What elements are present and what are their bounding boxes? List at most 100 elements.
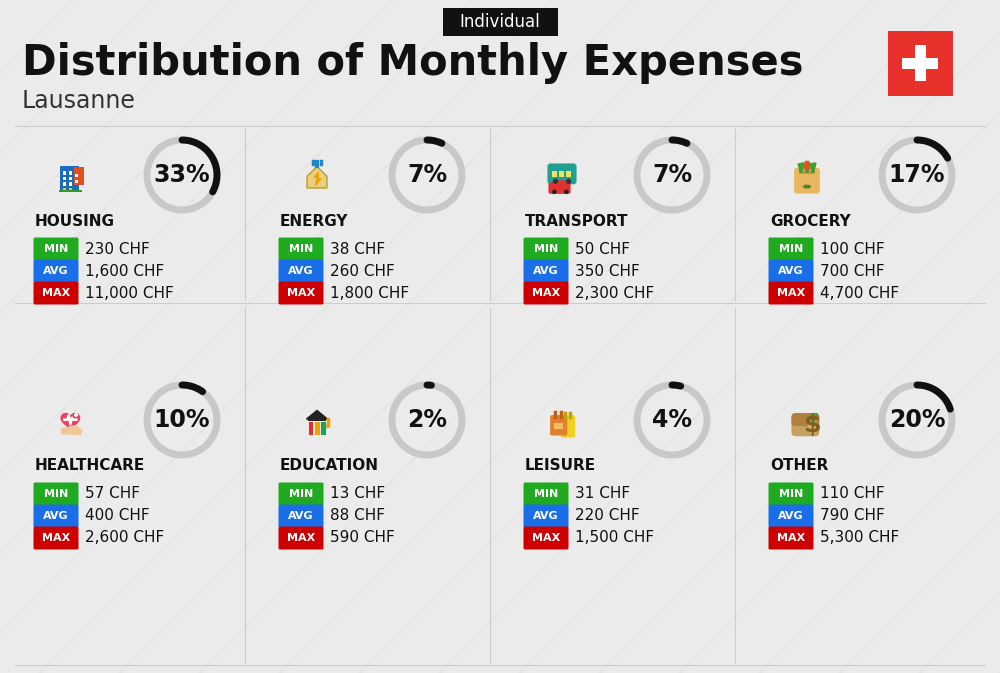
Text: 220 CHF: 220 CHF [575,509,640,524]
Text: 17%: 17% [889,163,945,187]
Text: 790 CHF: 790 CHF [820,509,885,524]
FancyBboxPatch shape [34,505,78,528]
Text: OTHER: OTHER [770,458,828,474]
FancyBboxPatch shape [442,8,558,36]
FancyBboxPatch shape [75,413,77,417]
FancyBboxPatch shape [59,190,82,192]
FancyBboxPatch shape [768,483,814,505]
FancyBboxPatch shape [550,415,567,435]
Circle shape [326,424,330,428]
Text: MIN: MIN [289,244,313,254]
Text: 11,000 CHF: 11,000 CHF [85,285,174,301]
FancyBboxPatch shape [791,413,819,426]
Text: AVG: AVG [288,266,314,276]
Polygon shape [314,172,321,185]
Circle shape [808,420,818,429]
FancyBboxPatch shape [314,421,320,435]
FancyBboxPatch shape [524,526,568,549]
FancyBboxPatch shape [63,188,66,190]
Text: 7%: 7% [652,163,692,187]
Text: 350 CHF: 350 CHF [575,264,640,279]
FancyBboxPatch shape [799,171,815,174]
Circle shape [566,178,571,184]
Text: 260 CHF: 260 CHF [330,264,395,279]
Text: 1,600 CHF: 1,600 CHF [85,264,164,279]
FancyBboxPatch shape [63,170,66,174]
FancyBboxPatch shape [768,505,814,528]
FancyBboxPatch shape [552,171,557,178]
Text: AVG: AVG [43,511,69,521]
FancyBboxPatch shape [547,164,577,184]
Text: 33%: 33% [154,163,210,187]
FancyBboxPatch shape [69,170,72,174]
Text: TRANSPORT: TRANSPORT [525,213,629,229]
Text: 31 CHF: 31 CHF [575,487,630,501]
FancyBboxPatch shape [554,423,563,429]
Text: ENERGY: ENERGY [280,213,349,229]
Text: MAX: MAX [777,288,805,298]
FancyBboxPatch shape [75,174,78,177]
FancyBboxPatch shape [768,281,814,304]
Text: 110 CHF: 110 CHF [820,487,885,501]
FancyBboxPatch shape [888,30,952,96]
FancyBboxPatch shape [278,238,324,260]
Text: Lausanne: Lausanne [22,89,136,113]
Text: 7%: 7% [407,163,447,187]
Text: MIN: MIN [534,244,558,254]
FancyBboxPatch shape [34,281,78,304]
Text: MAX: MAX [42,288,70,298]
Circle shape [552,190,557,194]
FancyBboxPatch shape [75,180,78,183]
FancyBboxPatch shape [524,483,568,505]
FancyBboxPatch shape [548,182,571,194]
Text: 1,500 CHF: 1,500 CHF [575,530,654,546]
FancyBboxPatch shape [63,176,66,180]
Text: HOUSING: HOUSING [35,213,115,229]
FancyBboxPatch shape [278,483,324,505]
FancyBboxPatch shape [566,171,571,178]
Text: 5,300 CHF: 5,300 CHF [820,530,899,546]
Text: 13 CHF: 13 CHF [330,487,385,501]
Text: EDUCATION: EDUCATION [280,458,379,474]
Text: 100 CHF: 100 CHF [820,242,885,256]
FancyBboxPatch shape [791,413,819,436]
FancyBboxPatch shape [278,526,324,549]
Text: 230 CHF: 230 CHF [85,242,150,256]
Text: 88 CHF: 88 CHF [330,509,385,524]
FancyBboxPatch shape [308,417,326,421]
Ellipse shape [803,184,811,188]
FancyBboxPatch shape [69,188,72,190]
Text: $: $ [804,413,822,437]
FancyBboxPatch shape [278,281,324,304]
FancyBboxPatch shape [34,260,78,283]
FancyBboxPatch shape [552,180,566,189]
Text: AVG: AVG [533,266,559,276]
Text: Distribution of Monthly Expenses: Distribution of Monthly Expenses [22,42,804,84]
Text: MAX: MAX [777,533,805,543]
FancyBboxPatch shape [63,182,66,186]
Text: 400 CHF: 400 CHF [85,509,150,524]
Text: 2,300 CHF: 2,300 CHF [575,285,654,301]
Text: MIN: MIN [534,489,558,499]
Text: GROCERY: GROCERY [770,213,851,229]
Text: MAX: MAX [287,288,315,298]
Text: AVG: AVG [288,511,314,521]
FancyBboxPatch shape [561,415,575,437]
FancyBboxPatch shape [902,57,938,69]
Text: AVG: AVG [778,511,804,521]
Polygon shape [306,411,328,419]
Text: 2,600 CHF: 2,600 CHF [85,530,164,546]
FancyBboxPatch shape [278,505,324,528]
Text: MIN: MIN [779,489,803,499]
FancyBboxPatch shape [794,168,820,194]
Text: AVG: AVG [778,266,804,276]
Text: 4,700 CHF: 4,700 CHF [820,285,899,301]
Text: MIN: MIN [289,489,313,499]
FancyBboxPatch shape [524,505,568,528]
FancyBboxPatch shape [768,526,814,549]
Text: MAX: MAX [532,533,560,543]
Text: MIN: MIN [44,489,68,499]
FancyBboxPatch shape [74,414,78,416]
Text: AVG: AVG [43,266,69,276]
Text: HEALTHCARE: HEALTHCARE [35,458,145,474]
